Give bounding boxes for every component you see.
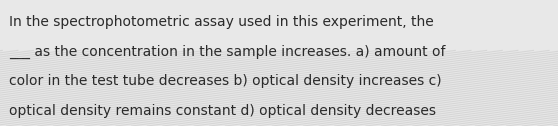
Text: color in the test tube decreases b) optical density increases c): color in the test tube decreases b) opti… <box>9 74 441 88</box>
Text: In the spectrophotometric assay used in this experiment, the: In the spectrophotometric assay used in … <box>9 15 434 29</box>
Text: optical density remains constant d) optical density decreases: optical density remains constant d) opti… <box>9 104 436 118</box>
Text: ___ as the concentration in the sample increases. a) amount of: ___ as the concentration in the sample i… <box>9 45 445 59</box>
